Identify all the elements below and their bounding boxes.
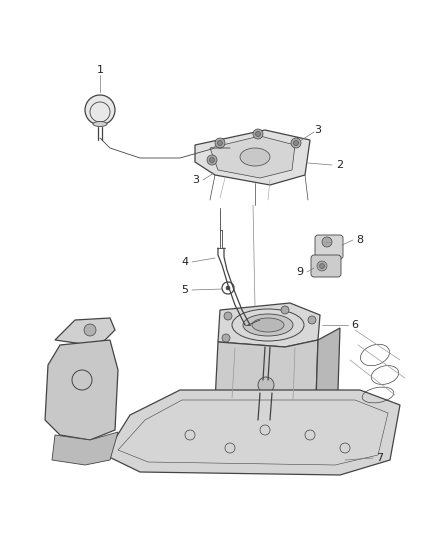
Text: 7: 7	[376, 453, 384, 463]
Polygon shape	[55, 318, 115, 345]
Polygon shape	[210, 136, 295, 178]
Circle shape	[258, 377, 274, 393]
Text: 4: 4	[181, 257, 189, 267]
Ellipse shape	[243, 314, 293, 336]
Text: 1: 1	[96, 65, 103, 75]
Circle shape	[319, 263, 325, 269]
Circle shape	[84, 324, 96, 336]
Polygon shape	[45, 340, 118, 440]
Polygon shape	[316, 328, 340, 400]
Circle shape	[317, 261, 327, 271]
Circle shape	[255, 132, 261, 136]
FancyBboxPatch shape	[315, 235, 343, 259]
Circle shape	[207, 155, 217, 165]
Polygon shape	[52, 432, 118, 465]
Polygon shape	[218, 303, 320, 347]
Circle shape	[293, 141, 299, 146]
Text: 2: 2	[336, 160, 343, 170]
Circle shape	[224, 312, 232, 320]
Circle shape	[322, 237, 332, 247]
Circle shape	[281, 306, 289, 314]
Polygon shape	[215, 340, 318, 408]
Circle shape	[253, 129, 263, 139]
Ellipse shape	[240, 148, 270, 166]
Circle shape	[308, 316, 316, 324]
Polygon shape	[105, 390, 400, 475]
Circle shape	[218, 141, 223, 146]
Text: 5: 5	[181, 285, 188, 295]
Ellipse shape	[259, 417, 271, 423]
Ellipse shape	[93, 122, 107, 126]
Polygon shape	[195, 130, 310, 185]
Circle shape	[209, 157, 215, 163]
Circle shape	[215, 138, 225, 148]
Circle shape	[291, 138, 301, 148]
FancyBboxPatch shape	[311, 255, 341, 277]
Circle shape	[226, 286, 230, 290]
Text: 3: 3	[192, 175, 199, 185]
Text: 6: 6	[352, 320, 358, 330]
Circle shape	[85, 95, 115, 125]
Text: 9: 9	[297, 267, 304, 277]
Ellipse shape	[252, 318, 284, 332]
Circle shape	[222, 334, 230, 342]
Text: 8: 8	[357, 235, 364, 245]
Text: 3: 3	[314, 125, 321, 135]
